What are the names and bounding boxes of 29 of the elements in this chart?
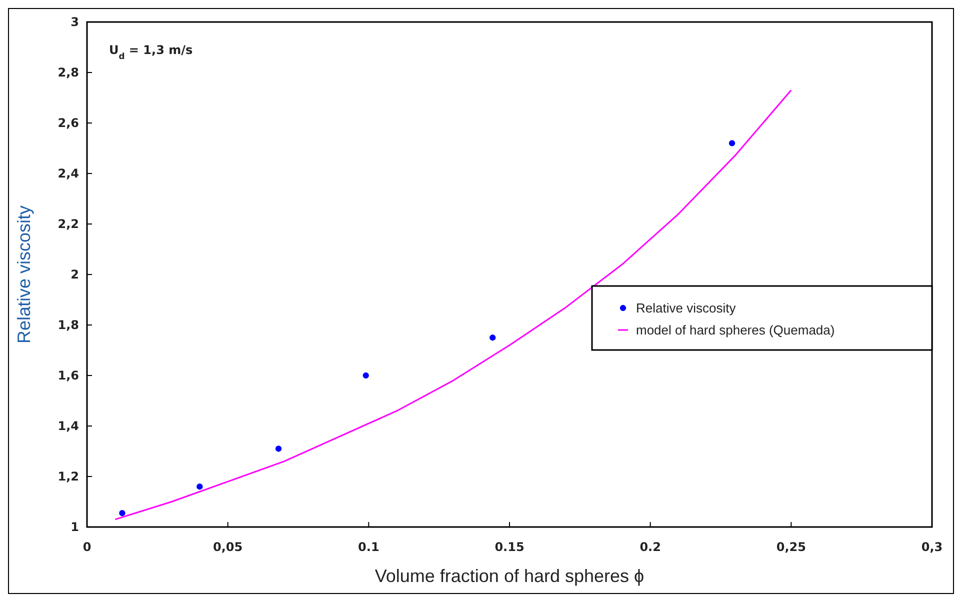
x-tick-label: 0,25 bbox=[776, 540, 806, 554]
legend-label: Relative viscosity bbox=[636, 300, 736, 316]
y-tick-label: 2,2 bbox=[58, 217, 79, 232]
point bbox=[196, 484, 203, 490]
y-tick-label: 2 bbox=[70, 268, 79, 282]
point bbox=[275, 446, 282, 452]
x-axis-title: Volume fraction of hard spheres ϕ bbox=[374, 566, 644, 586]
y-tick-label: 1,4 bbox=[58, 419, 79, 434]
y-tick-label: 2,4 bbox=[58, 166, 79, 181]
x-tick-label: 0,05 bbox=[213, 540, 243, 554]
point bbox=[490, 334, 496, 341]
y-tick-label: 2,6 bbox=[58, 116, 79, 130]
x-tick-label: 0,3 bbox=[921, 540, 943, 554]
x-tick-label: 0.1 bbox=[358, 540, 380, 554]
y-tick-label: 1,6 bbox=[58, 368, 79, 383]
annotation: U$_{d}$ = 1,3 m/s bbox=[109, 43, 193, 61]
x-tick-label: 0.15 bbox=[494, 540, 524, 554]
y-axis-title: Relative viscosity bbox=[14, 205, 34, 344]
legend-label: model of hard spheres (Quemada) bbox=[636, 322, 835, 338]
point bbox=[119, 510, 126, 516]
y-tick-label: 1 bbox=[70, 520, 79, 534]
point bbox=[728, 140, 736, 146]
y-tick-label: 1,8 bbox=[58, 318, 79, 332]
x-tick-label: 0 bbox=[82, 540, 92, 554]
y-tick-label: 2,8 bbox=[58, 66, 79, 80]
y-tick-label: 3 bbox=[70, 15, 79, 30]
y-tick-label: 1,2 bbox=[58, 470, 79, 484]
x-tick-label: 0.2 bbox=[640, 540, 661, 554]
point bbox=[362, 372, 369, 379]
